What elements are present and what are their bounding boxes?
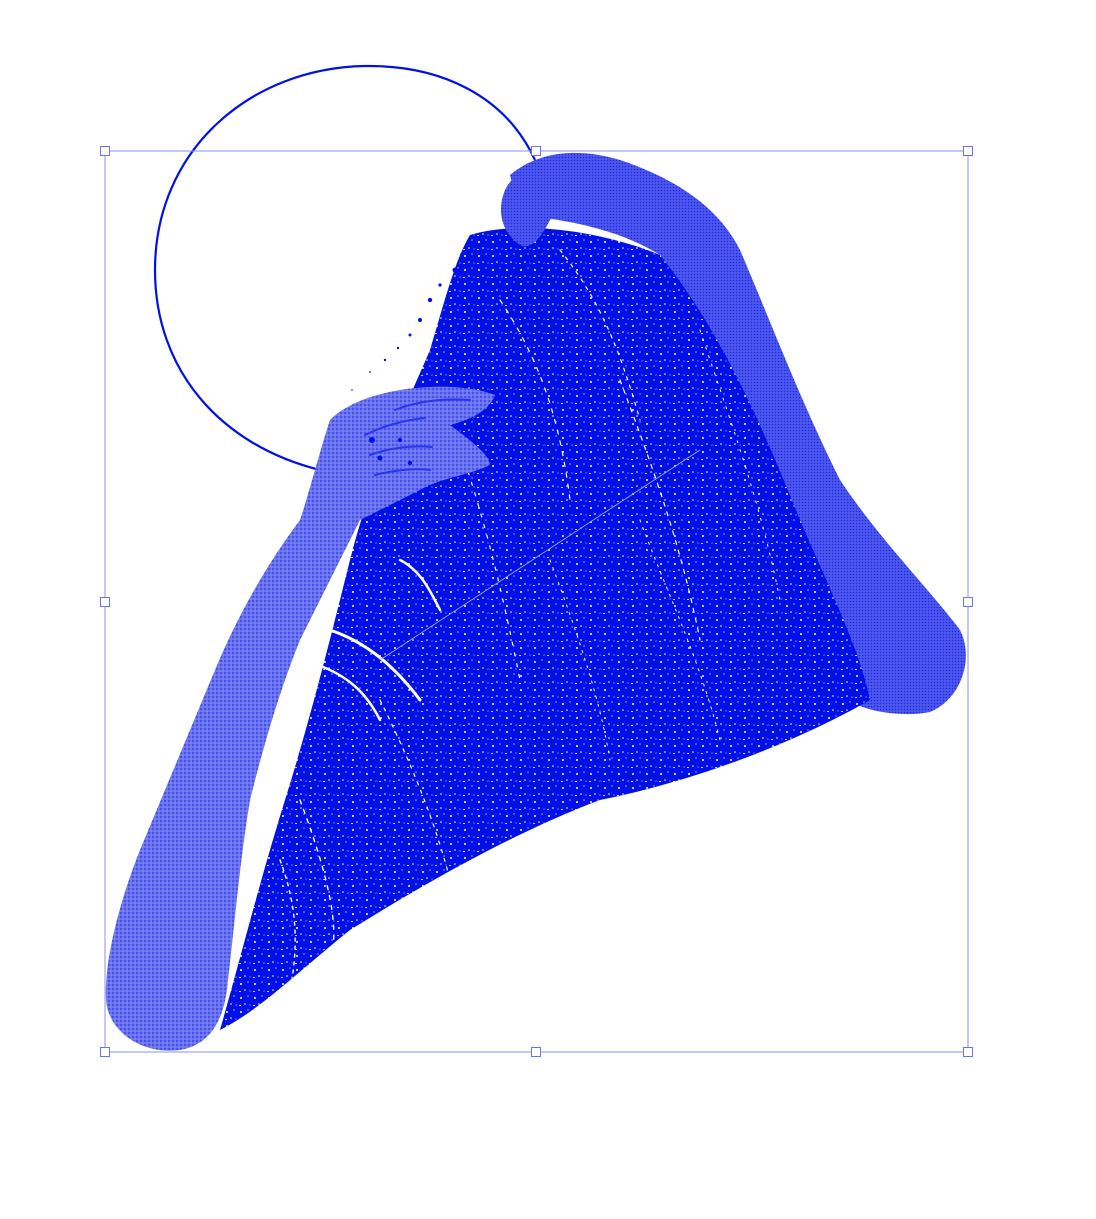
handle-top-right[interactable] [963, 146, 973, 156]
handle-top-center[interactable] [531, 146, 541, 156]
handle-bottom-right[interactable] [963, 1047, 973, 1057]
figure-back-shape[interactable] [510, 152, 966, 715]
handle-middle-right[interactable] [963, 597, 973, 607]
draped-cloth[interactable] [220, 227, 870, 1031]
handle-bottom-center[interactable] [531, 1047, 541, 1057]
left-arm[interactable] [105, 386, 496, 1051]
handle-top-left[interactable] [100, 146, 110, 156]
handle-middle-left[interactable] [100, 597, 110, 607]
upper-hand[interactable] [500, 161, 594, 247]
hand-detail [364, 398, 471, 476]
circle-outline[interactable] [153, 64, 536, 472]
transform-handles[interactable] [100, 146, 973, 1057]
handle-bottom-left[interactable] [100, 1047, 110, 1057]
guide-line [379, 449, 701, 661]
